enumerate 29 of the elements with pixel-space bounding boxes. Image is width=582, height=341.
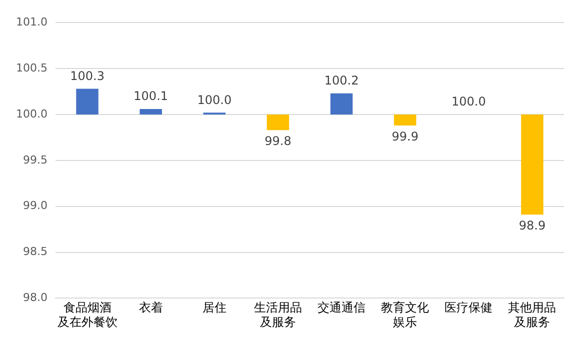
data-label: 98.9 [518,218,546,233]
bar [266,114,290,130]
data-label: 99.8 [264,134,292,148]
bar [521,114,544,215]
x-tick-label: 其他用品及服务 [508,300,556,329]
y-tick-label: 101.0 [16,15,48,28]
x-tick-label: 生活用品及服务 [254,300,302,329]
y-tick-label: 100.5 [16,61,48,74]
data-label: 100.2 [324,73,359,88]
x-tick-label: 居住 [202,300,226,315]
data-label: 100.3 [70,68,104,83]
bar [76,88,98,114]
x-tick-label: 交通通信 [318,300,366,315]
y-tick-label: 100.0 [16,107,48,120]
y-tick-label: 98.5 [22,245,48,258]
bar [140,108,162,114]
data-label: 100.0 [197,92,232,107]
bar [330,93,353,114]
x-tick-label: 食品烟酒及在外餐饮 [57,300,118,329]
y-tick-label: 99.0 [22,199,48,212]
x-tick-label: 教育文化娱乐 [381,300,430,329]
text: 100.0 [451,94,486,109]
data-label: 100.1 [134,89,168,104]
x-tick-label: 衣着 [138,300,163,315]
bar [394,114,416,126]
y-tick-label: 98.0 [22,291,48,304]
y-tick-label: 99.5 [22,153,48,166]
x-tick-label: 医疗保健 [444,300,493,315]
data-label: 99.9 [392,130,418,144]
